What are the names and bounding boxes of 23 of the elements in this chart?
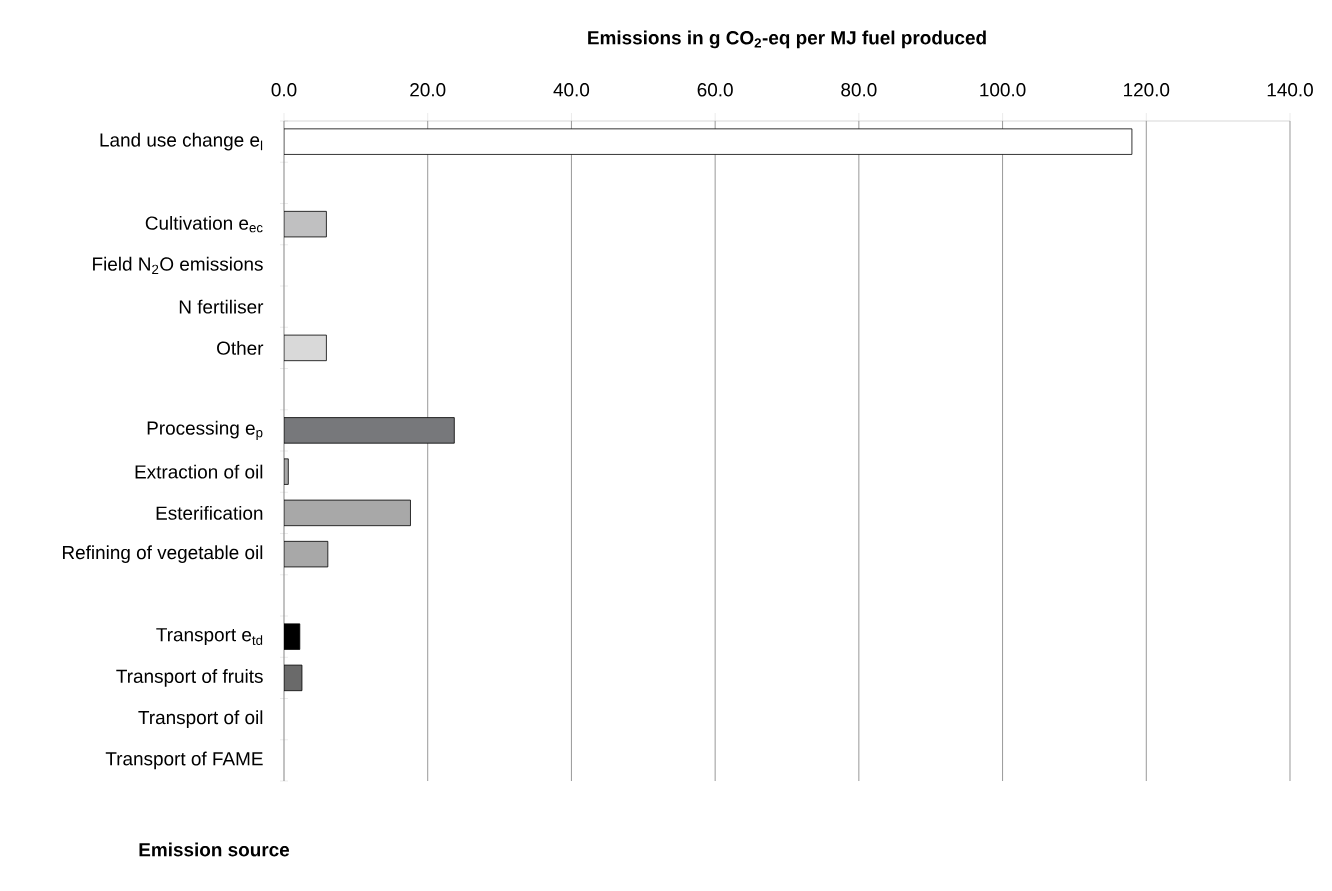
x-tick-label: 20.0: [410, 83, 446, 97]
y-tick-label: Esterification: [156, 505, 263, 520]
x-tick-label: 100.0: [980, 83, 1026, 97]
x-tick-label: 140.0: [1267, 83, 1313, 97]
x-tick-label: 120.0: [1124, 83, 1170, 97]
y-tick-label: Transport of oil: [138, 710, 263, 728]
y-tick-label: Transport of FAME: [105, 751, 263, 770]
x-axis-title: Emissions in g CO$_{2}$-eq per MJ fuel produced: [588, 30, 986, 49]
x-tick-label: 40.0: [553, 83, 590, 97]
y-tick-label: Processing e$_{p}$: [147, 420, 263, 440]
x-tick-label: 0.0: [271, 83, 297, 97]
y-tick-label: Refining of vegetable oil: [62, 545, 263, 563]
y-tick-label: Transport e$_{td}$: [156, 628, 263, 646]
y-tick-label: Transport of fruits: [116, 669, 263, 687]
y-tick-label: Extraction of oil: [135, 464, 263, 479]
y-tick-label: Other: [217, 340, 264, 355]
y-tick-label: Cultivation e$_{ec}$: [145, 215, 263, 233]
y-tick-label: N fertiliser: [179, 299, 264, 314]
y-tick-label: Land use change e$_{l}$: [100, 132, 263, 151]
y-axis-title: Emission source: [139, 842, 290, 857]
x-tick-label: 60.0: [697, 83, 733, 97]
x-tick-label: 80.0: [841, 83, 877, 97]
y-tick-label: Field N$_{2}$O emissions: [93, 256, 263, 274]
